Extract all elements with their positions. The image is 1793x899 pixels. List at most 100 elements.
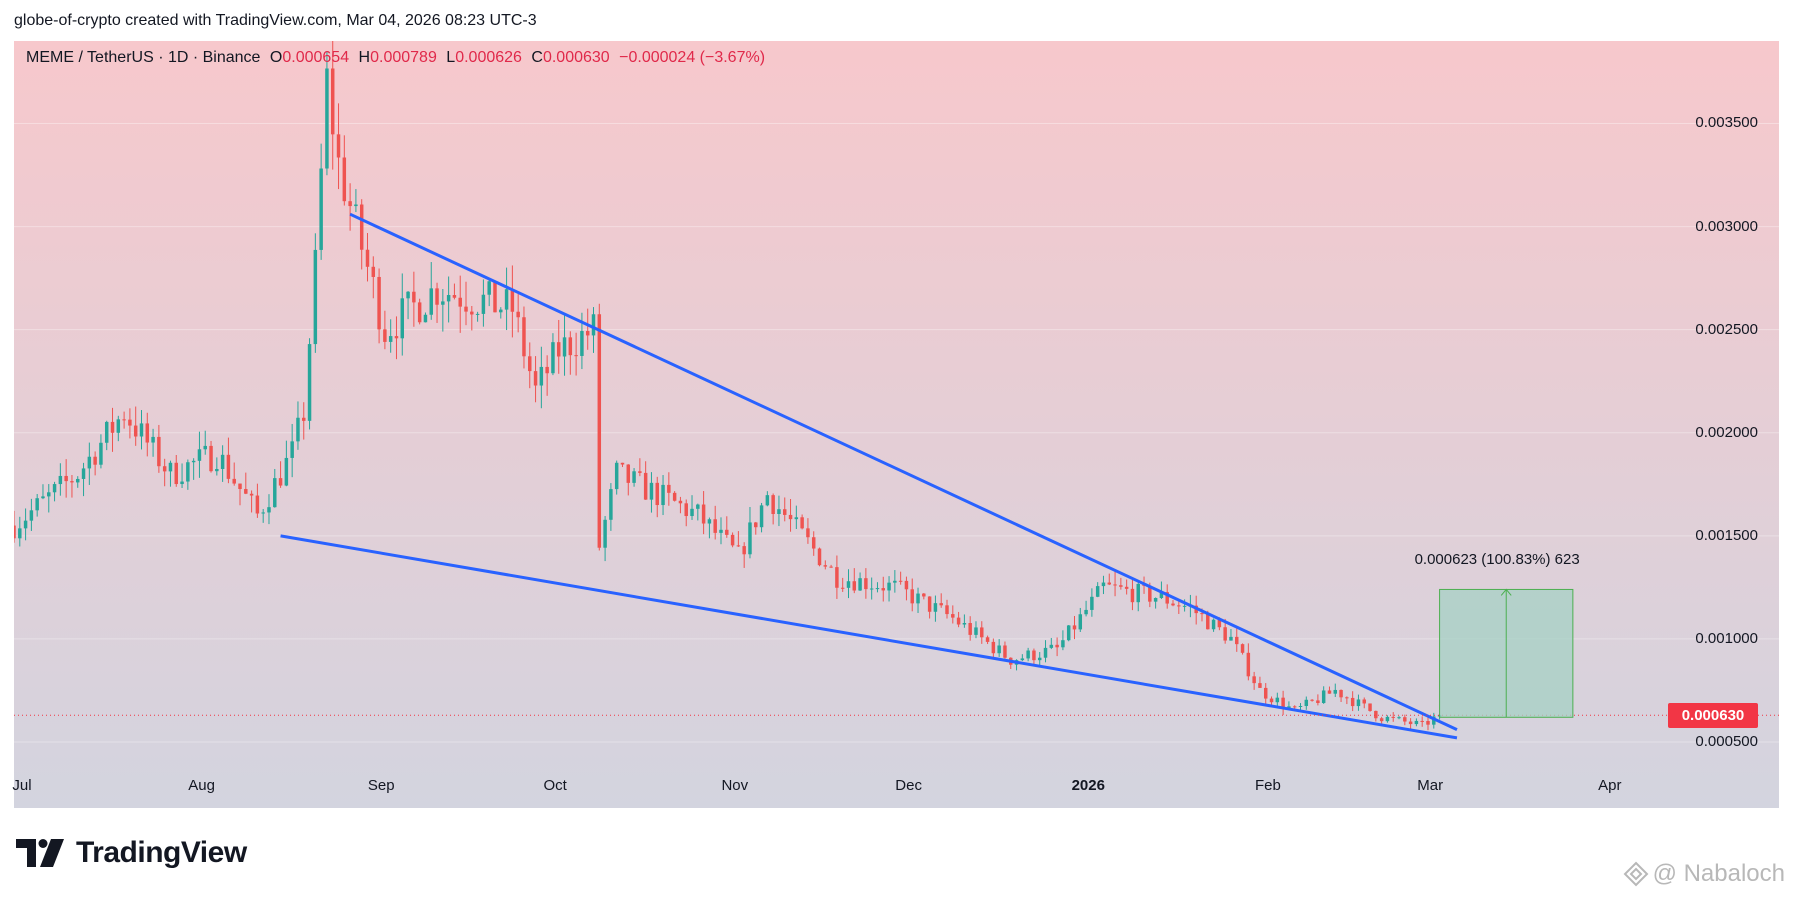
- candle: [585, 308, 590, 350]
- candle-body: [313, 249, 318, 345]
- candle: [168, 460, 173, 487]
- price-chart[interactable]: [14, 41, 1779, 808]
- binance-square-icon: [1623, 861, 1648, 887]
- candle-body: [643, 472, 648, 500]
- candle: [1374, 710, 1378, 722]
- candle-body: [493, 281, 497, 313]
- candle-body: [904, 580, 909, 590]
- candle-body: [516, 311, 520, 318]
- candle-body: [441, 301, 445, 305]
- candle-body: [464, 306, 468, 312]
- x-tick-label: Apr: [1598, 777, 1622, 794]
- candle: [162, 458, 167, 487]
- candle-body: [244, 489, 248, 494]
- candle-body: [684, 503, 688, 517]
- candle: [487, 279, 491, 307]
- candle: [1321, 686, 1326, 704]
- candle: [1061, 630, 1065, 651]
- candle: [974, 621, 978, 639]
- candle-body: [632, 471, 636, 483]
- candle-body: [846, 581, 851, 588]
- candle-body: [18, 528, 22, 539]
- candle: [922, 593, 926, 600]
- candle-body: [933, 603, 938, 612]
- candle: [1316, 694, 1320, 706]
- candle: [128, 408, 132, 439]
- candle-body: [41, 496, 45, 499]
- candle: [1345, 696, 1349, 705]
- candle: [429, 262, 433, 320]
- candle: [35, 494, 39, 517]
- candle-body: [388, 336, 393, 342]
- measure-arrowhead: [1500, 588, 1512, 596]
- candle-body: [551, 342, 555, 374]
- tradingview-logo[interactable]: TradingView: [16, 836, 247, 870]
- candle-body: [330, 68, 335, 135]
- candle-body: [788, 514, 793, 520]
- candle-body: [342, 157, 347, 202]
- candle-body: [1084, 609, 1088, 615]
- candle: [1327, 686, 1332, 694]
- candle: [823, 560, 828, 570]
- candle: [1211, 618, 1216, 632]
- candle-body: [1107, 582, 1112, 585]
- tradingview-logo-icon: [16, 839, 64, 867]
- candle-body: [655, 482, 659, 506]
- candle: [354, 189, 358, 213]
- candle: [655, 476, 659, 518]
- candle-body: [1113, 584, 1117, 586]
- candle: [806, 518, 810, 544]
- candle: [23, 508, 28, 541]
- candle-body: [162, 466, 167, 472]
- candle: [64, 459, 68, 498]
- candle: [916, 587, 920, 613]
- candle: [475, 311, 480, 322]
- candle-body: [591, 314, 596, 336]
- candle: [1240, 643, 1245, 655]
- candle-body: [14, 525, 16, 539]
- candle-body: [980, 627, 984, 638]
- candle-body: [852, 581, 857, 591]
- candle: [139, 410, 144, 450]
- candle-body: [1327, 690, 1332, 694]
- candle: [1165, 584, 1169, 609]
- candle-body: [1426, 721, 1430, 725]
- chart-area[interactable]: MEME / TetherUS · 1D · Binance O0.000654…: [14, 41, 1779, 808]
- candle-body: [945, 605, 949, 615]
- candle: [174, 454, 178, 487]
- candle-body: [667, 484, 671, 493]
- candle-body: [70, 481, 74, 483]
- candle-body: [325, 68, 329, 169]
- candle-body: [603, 519, 607, 548]
- candle: [180, 463, 184, 489]
- candle-body: [881, 588, 885, 591]
- candle: [18, 516, 22, 547]
- candle-body: [794, 517, 799, 520]
- candle: [394, 316, 399, 360]
- candle: [1084, 600, 1088, 617]
- candle-body: [52, 484, 57, 493]
- candle: [215, 457, 219, 476]
- candle-body: [1350, 697, 1355, 707]
- candle: [661, 475, 665, 516]
- candle-body: [962, 623, 967, 625]
- candle-body: [927, 596, 932, 612]
- candle: [1432, 712, 1436, 729]
- candle: [562, 313, 567, 376]
- candle-body: [638, 471, 642, 473]
- candle: [649, 472, 654, 513]
- candle-body: [1206, 614, 1210, 630]
- candle: [869, 577, 874, 600]
- candle-body: [1252, 676, 1256, 684]
- symbol-label[interactable]: MEME / TetherUS · 1D · Binance: [26, 49, 261, 66]
- candle: [1055, 637, 1059, 657]
- candle-body: [875, 588, 880, 590]
- candle: [87, 442, 92, 485]
- candle-body: [139, 423, 144, 437]
- candle-body: [585, 331, 590, 336]
- candle: [754, 521, 758, 535]
- candle-body: [365, 249, 370, 267]
- candle-body: [916, 593, 920, 604]
- candle-body: [574, 355, 578, 357]
- candle-body: [614, 462, 619, 490]
